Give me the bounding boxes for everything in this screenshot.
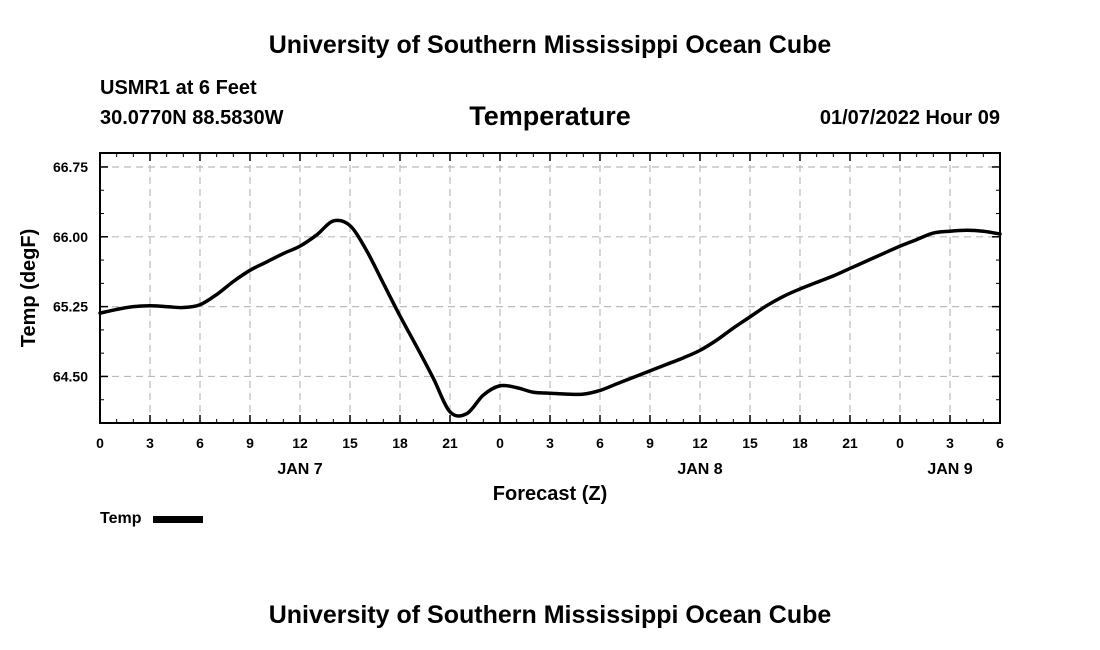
x-tick-label: 18 <box>792 435 808 451</box>
grid <box>100 153 1000 423</box>
chart-title: Temperature <box>469 101 631 131</box>
x-tick-label: 0 <box>896 435 904 451</box>
date-labels: JAN 7 JAN 8 JAN 9 <box>277 461 972 478</box>
valid-time: 01/07/2022 Hour 09 <box>819 107 1000 129</box>
x-tick-label: 6 <box>196 435 204 451</box>
legend-label: Temp <box>100 510 142 527</box>
date-label: JAN 8 <box>677 461 722 478</box>
axis-ticks <box>99 153 1001 424</box>
x-tick-label: 12 <box>292 435 308 451</box>
chart-header-title: University of Southern Mississippi Ocean… <box>268 31 832 59</box>
x-tick-label: 9 <box>246 435 254 451</box>
series-line-temp <box>98 218 1002 418</box>
series-layer <box>98 218 1002 418</box>
legend: Temp <box>100 510 204 527</box>
x-tick-label: 12 <box>692 435 708 451</box>
x-tick-label: 9 <box>646 435 654 451</box>
x-tick-label: 6 <box>996 435 1004 451</box>
x-tick-label: 6 <box>596 435 604 451</box>
x-tick-label: 3 <box>546 435 554 451</box>
x-tick-label: 21 <box>442 435 458 451</box>
y-axis-title: Temp (degF) <box>18 229 40 348</box>
y-tick-label: 66.75 <box>53 159 88 175</box>
x-tick-label: 21 <box>842 435 858 451</box>
x-tick-label: 15 <box>342 435 358 451</box>
y-tick-label: 65.25 <box>53 299 88 315</box>
date-label: JAN 9 <box>927 461 972 478</box>
x-tick-label: 0 <box>496 435 504 451</box>
station-coordinates: 30.0770N 88.5830W <box>100 107 284 129</box>
y-tick-labels: 64.50 65.25 66.00 66.75 <box>53 159 88 384</box>
y-tick-label: 64.50 <box>53 368 88 384</box>
station-name: USMR1 at 6 Feet <box>100 77 257 99</box>
x-tick-label: 0 <box>96 435 104 451</box>
x-tick-labels: 0 3 6 9 12 15 18 21 0 3 6 9 12 15 18 21 0 3 6 <box>96 435 1004 451</box>
x-axis-title: Forecast (Z) <box>493 483 607 505</box>
date-label: JAN 7 <box>277 461 322 478</box>
x-tick-label: 3 <box>146 435 154 451</box>
footer-title: University of Southern Mississippi Ocean… <box>268 601 832 629</box>
legend-swatch <box>153 515 204 523</box>
x-tick-label: 15 <box>742 435 758 451</box>
x-tick-label: 18 <box>392 435 408 451</box>
plot-frame <box>99 152 1001 424</box>
y-tick-label: 66.00 <box>53 229 88 245</box>
x-tick-label: 3 <box>946 435 954 451</box>
